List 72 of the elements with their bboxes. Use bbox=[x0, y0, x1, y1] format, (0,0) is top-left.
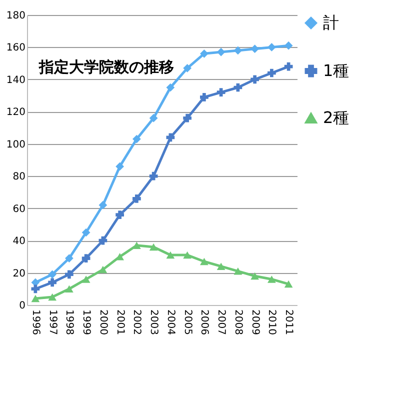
point bbox=[149, 114, 158, 122]
x-tick-label: 2000 bbox=[97, 310, 108, 335]
x-tick-label: 2002 bbox=[131, 310, 142, 335]
y-tick-label: 0 bbox=[19, 300, 26, 312]
x-tick-label: 1997 bbox=[46, 310, 58, 335]
legend-label: 計 bbox=[323, 13, 339, 32]
point bbox=[31, 294, 40, 302]
x-tick-label: 1998 bbox=[64, 310, 75, 335]
y-tick-label: 40 bbox=[12, 236, 26, 248]
point bbox=[250, 75, 259, 84]
point bbox=[98, 200, 108, 210]
y-tick-label: 80 bbox=[12, 172, 26, 183]
point bbox=[149, 172, 158, 180]
point bbox=[166, 251, 175, 259]
point bbox=[216, 262, 226, 270]
x-tick-label: 2001 bbox=[114, 310, 126, 335]
point bbox=[183, 64, 192, 72]
point bbox=[116, 162, 124, 171]
point bbox=[268, 276, 276, 283]
point bbox=[31, 284, 40, 294]
point bbox=[234, 46, 242, 55]
point bbox=[284, 41, 293, 50]
point bbox=[200, 49, 208, 58]
y-tick-label: 160 bbox=[6, 42, 26, 54]
point bbox=[65, 254, 74, 262]
point bbox=[284, 280, 293, 288]
y-tick-label: 20 bbox=[12, 268, 26, 280]
point bbox=[200, 92, 208, 102]
x-tick-label: 2006 bbox=[198, 310, 210, 335]
point bbox=[149, 243, 158, 251]
x-tick-label: 2005 bbox=[182, 310, 193, 335]
x-tick-label: 2009 bbox=[249, 310, 260, 335]
x-tick-label: 2003 bbox=[148, 310, 160, 335]
y-tick-label: 120 bbox=[6, 107, 26, 118]
point bbox=[250, 44, 259, 54]
y-tick-label: 180 bbox=[6, 10, 26, 22]
point bbox=[82, 228, 90, 237]
point bbox=[216, 88, 226, 97]
point bbox=[116, 210, 124, 219]
y-tick-label: 60 bbox=[12, 204, 26, 215]
point bbox=[132, 194, 141, 203]
point bbox=[132, 134, 141, 144]
y-tick-label: 100 bbox=[6, 139, 26, 150]
x-tick-label: 2008 bbox=[232, 310, 244, 335]
point bbox=[65, 285, 74, 293]
point bbox=[183, 114, 192, 122]
point bbox=[65, 270, 74, 279]
x-tick-label: 2004 bbox=[164, 310, 176, 335]
legend-label: 2種 bbox=[323, 108, 350, 127]
point bbox=[268, 68, 276, 78]
point bbox=[200, 258, 208, 266]
point bbox=[268, 43, 276, 52]
point bbox=[166, 83, 175, 92]
point bbox=[82, 276, 90, 283]
point bbox=[183, 251, 192, 259]
legend-label: 1種 bbox=[323, 61, 350, 80]
x-tick-label: 2007 bbox=[216, 310, 227, 335]
point bbox=[250, 272, 259, 280]
point bbox=[216, 48, 226, 56]
y-tick-label: 140 bbox=[6, 74, 26, 86]
x-tick-label: 2011 bbox=[283, 310, 294, 335]
text: 指定大学院数の推移 bbox=[38, 58, 174, 76]
point bbox=[48, 293, 56, 301]
x-tick-label: 1999 bbox=[80, 310, 92, 335]
point bbox=[82, 254, 90, 262]
point bbox=[132, 242, 141, 250]
point bbox=[234, 268, 242, 275]
point bbox=[48, 270, 56, 279]
x-tick-label: 1996 bbox=[30, 310, 41, 335]
point bbox=[98, 266, 108, 274]
point bbox=[48, 278, 56, 287]
x-tick-label: 2010 bbox=[266, 310, 278, 335]
